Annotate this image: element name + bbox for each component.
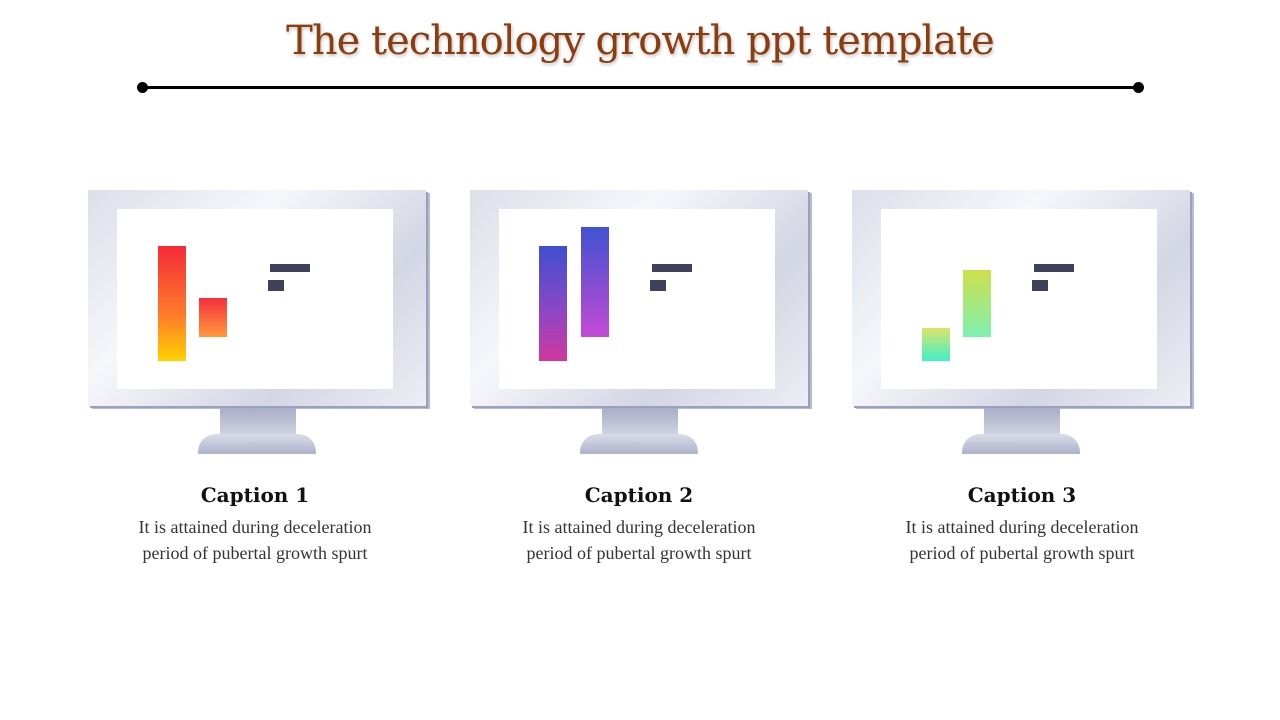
bar-icon xyxy=(199,298,227,337)
title-divider-line xyxy=(142,86,1138,89)
bar-icon xyxy=(922,328,950,361)
monitor-frame xyxy=(88,190,426,406)
slide-title: The technology growth ppt template xyxy=(286,18,995,64)
monitor-2 xyxy=(470,190,810,455)
bar-icon xyxy=(539,246,567,361)
caption-2-title: Caption 2 xyxy=(584,483,694,507)
divider-right-dot xyxy=(1133,82,1144,93)
divider-left-dot xyxy=(137,82,148,93)
monitor-3 xyxy=(852,190,1192,455)
monitor-frame xyxy=(852,190,1190,406)
caption-2-text: It is attained during deceleration perio… xyxy=(522,517,756,563)
text-line-icon xyxy=(652,264,692,272)
monitor-base xyxy=(580,434,698,454)
monitor-screen xyxy=(499,209,775,389)
text-line-icon xyxy=(268,280,284,291)
monitor-base xyxy=(198,434,316,454)
text-line-icon xyxy=(1034,264,1074,272)
text-line-icon xyxy=(270,264,310,272)
monitor-screen xyxy=(881,209,1157,389)
caption-1-text: It is attained during deceleration perio… xyxy=(138,517,372,563)
monitor-base xyxy=(962,434,1080,454)
caption-3-text: It is attained during deceleration perio… xyxy=(905,517,1139,563)
caption-3-title: Caption 3 xyxy=(967,483,1077,507)
monitor-1 xyxy=(88,190,428,455)
monitor-frame xyxy=(470,190,808,406)
monitor-neck xyxy=(220,408,296,436)
bar-icon xyxy=(158,246,186,361)
monitor-neck xyxy=(602,408,678,436)
text-line-icon xyxy=(650,280,666,291)
caption-1-title: Caption 1 xyxy=(200,483,310,507)
monitor-neck xyxy=(984,408,1060,436)
bar-icon xyxy=(963,270,991,337)
monitor-screen xyxy=(117,209,393,389)
bar-icon xyxy=(581,227,609,337)
text-line-icon xyxy=(1032,280,1048,291)
